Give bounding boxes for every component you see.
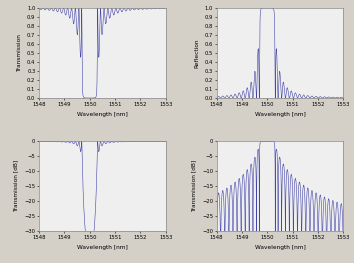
X-axis label: Wavelength [nm]: Wavelength [nm] bbox=[77, 245, 128, 250]
Y-axis label: Reflection: Reflection bbox=[194, 38, 199, 68]
Y-axis label: Transmission [dB]: Transmission [dB] bbox=[14, 160, 19, 213]
X-axis label: Wavelength [nm]: Wavelength [nm] bbox=[255, 245, 306, 250]
X-axis label: Wavelength [nm]: Wavelength [nm] bbox=[255, 112, 306, 117]
X-axis label: Wavelength [nm]: Wavelength [nm] bbox=[77, 112, 128, 117]
Y-axis label: Transmission: Transmission bbox=[17, 34, 22, 72]
Y-axis label: Transmission [dB]: Transmission [dB] bbox=[192, 160, 196, 213]
